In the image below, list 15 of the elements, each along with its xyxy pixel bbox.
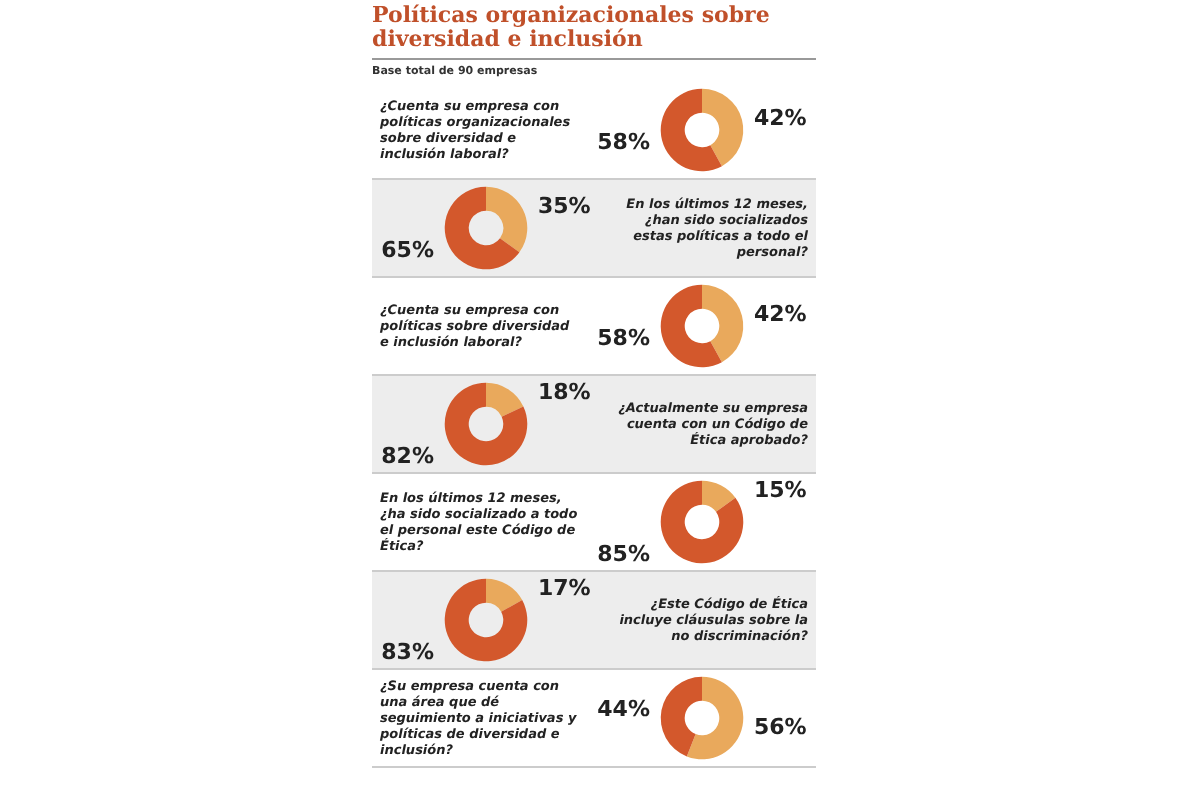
data-label: 65% — [381, 237, 434, 264]
data-label: 15% — [754, 477, 807, 503]
data-label: 42% — [754, 104, 807, 131]
chart-title: Políticas organizacionales sobre diversidad e inclusión — [372, 0, 816, 60]
data-label: 18% — [538, 379, 591, 405]
data-label: 82% — [381, 443, 434, 469]
data-label: 56% — [754, 714, 807, 741]
data-label: 17% — [538, 575, 591, 601]
data-label: 58% — [597, 129, 650, 156]
data-label: 58% — [597, 325, 650, 352]
data-label: 44% — [597, 695, 650, 722]
data-label: 83% — [381, 639, 434, 665]
data-label: 42% — [754, 300, 807, 327]
data-label: 85% — [597, 541, 650, 567]
data-label: 35% — [538, 192, 591, 219]
